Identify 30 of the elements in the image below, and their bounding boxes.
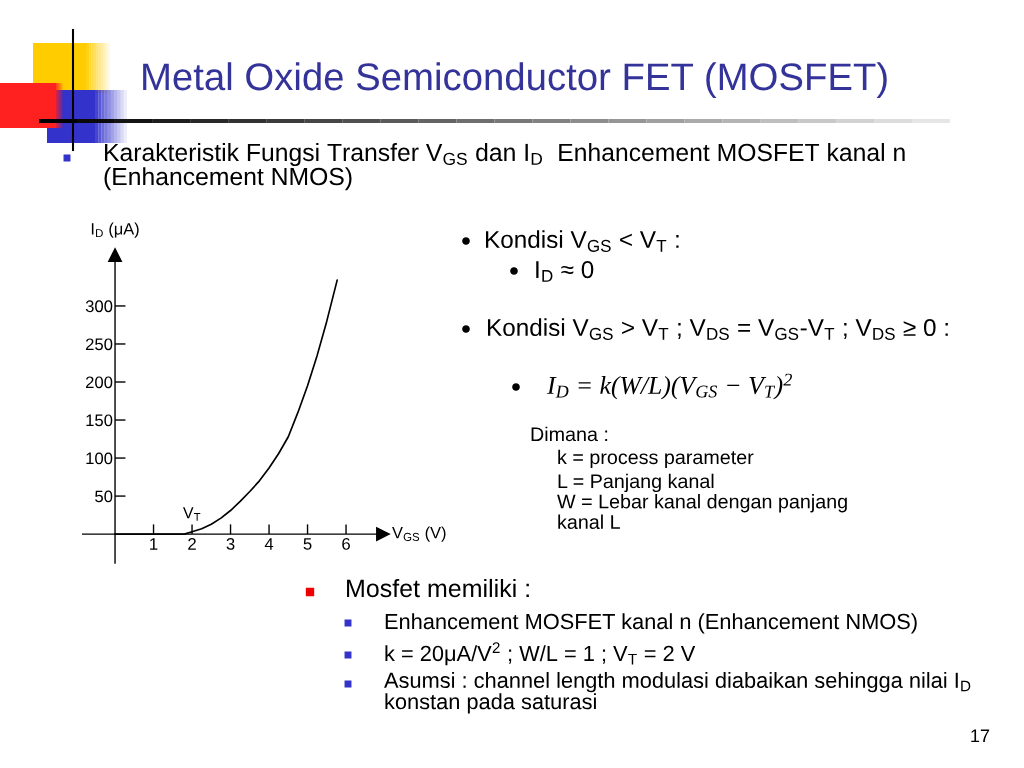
text: I$_{D}$ ≈ 0 [536, 260, 594, 282]
y-tick-label: 200 [85, 376, 113, 389]
x-tick-label: 5 [303, 538, 312, 550]
x-tick-label: 4 [264, 538, 274, 550]
text: Karakteristik Fungsi Transfer V$_{GS}$ dan I$_{D}$ Enhancement MOSFET kanal n (Enhancement NMOS) [104, 143, 905, 191]
text: Kondisi V$_{GS}$ > V$_{T}$ ; V$_{DS}$ = V$_{GS}$-V$_{T}$ ; V$_{DS}$ ≥ 0 : [487, 318, 948, 340]
annotation: V$_{T}$ [183, 507, 201, 521]
text: 17 [971, 729, 990, 742]
x-tick-label: 3 [226, 538, 235, 550]
x-tick-label: 2 [188, 538, 196, 550]
text: Kondisi V$_{GS}$ < V$_{T}$ : [485, 230, 679, 252]
y-axis-title: I$_{D}$ (μA) [91, 222, 139, 238]
text: W = Lebar kanal dengan panjang kanal L [557, 494, 847, 530]
x-axis-title: V$_{GS}$ (V) [392, 526, 446, 542]
text: Dimana : [531, 426, 608, 442]
text: Metal Oxide Semiconductor FET (MOSFET) [143, 62, 887, 98]
y-tick-label: 50 [95, 490, 113, 503]
text: Mosfet memiliki : [347, 578, 529, 598]
text: Asumsi : channel length modulasi diabaikan sehingga nilai I$_{D}$ konstan pada saturasi [384, 672, 971, 714]
y-tick-label: 150 [86, 414, 113, 427]
x-tick-label: 1 [150, 538, 158, 550]
text: I$_{D}$ = k(W/L)(V$_{GS}$ − V$_{T}$)$^{2}$ [546, 373, 792, 400]
y-tick-label: 300 [85, 300, 113, 313]
text: L = Panjang kanal [558, 473, 714, 493]
text: Enhancement MOSFET kanal n (Enhancement NMOS) [385, 613, 917, 634]
y-tick-label: 250 [85, 338, 113, 351]
x-tick-label: 6 [342, 538, 350, 550]
text: k = process parameter [558, 449, 754, 469]
text: k = 20μA/V$^{2}$ ; W/L = 1 ; V$_{T}$ = 2 V [385, 642, 696, 666]
y-tick-label: 100 [86, 452, 113, 465]
